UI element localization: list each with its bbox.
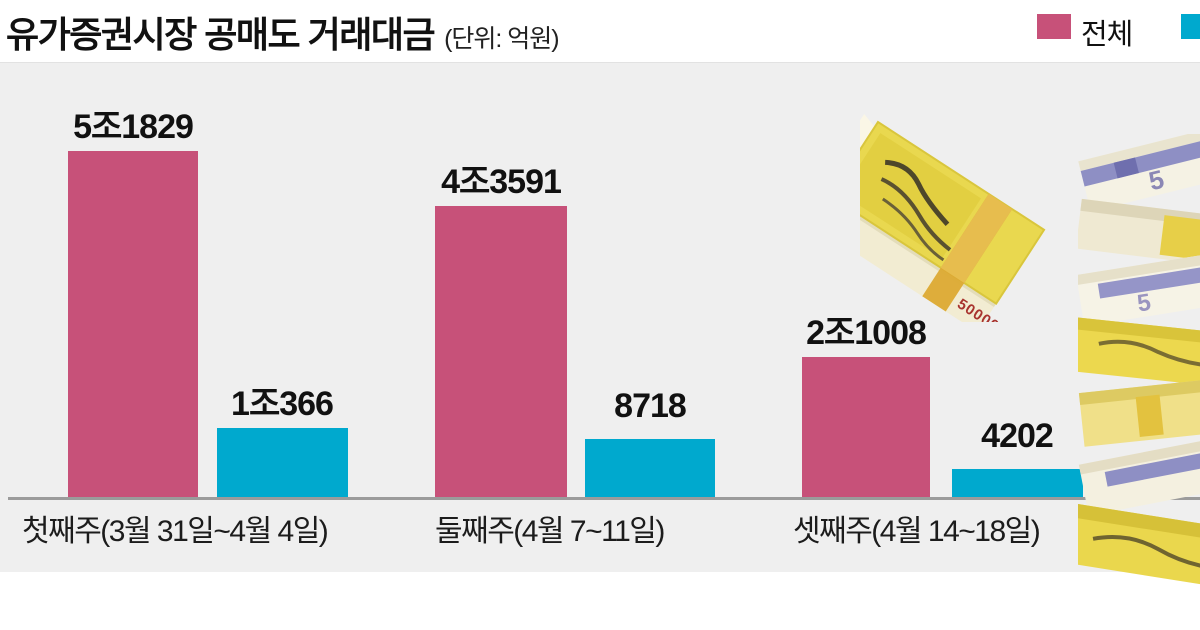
bar-total-week3 [802,357,930,497]
value-label-blue-week3: 4202 [981,417,1054,455]
bar-total-week1 [68,151,198,497]
header: 유가증권시장 공매도 거래대금 (단위: 억원) [0,0,1200,63]
x-axis-label-week2: 둘째주(4월 7~11일) [435,515,665,548]
value-label-blue-week1: 1조366 [231,385,334,423]
legend-swatch-total [1037,14,1071,39]
value-label-total-week3: 2조1008 [806,314,927,352]
footer: 자료 [0,572,1200,630]
legend-swatch-blue [1181,14,1200,39]
unit-label: (단위: 억원) [444,25,560,53]
page-title: 유가증권시장 공매도 거래대금 [6,14,436,55]
bar-blue-week1 [217,428,348,497]
title-row: 유가증권시장 공매도 거래대금 (단위: 억원) [6,6,560,58]
bar-total-week2 [435,206,567,497]
x-axis-line [8,497,1200,500]
value-label-blue-week2: 8718 [614,387,687,425]
x-axis-label-week3: 셋째주(4월 14~18일) [793,515,1041,548]
value-label-total-week2: 4조3591 [441,163,562,201]
bar-blue-week2 [585,439,715,497]
x-axis-label-week1: 첫째주(3월 31일~4월 4일) [22,515,329,548]
legend-label-total: 전체 [1081,19,1133,51]
value-label-total-week1: 5조1829 [73,108,194,146]
bar-blue-week3 [952,469,1083,497]
